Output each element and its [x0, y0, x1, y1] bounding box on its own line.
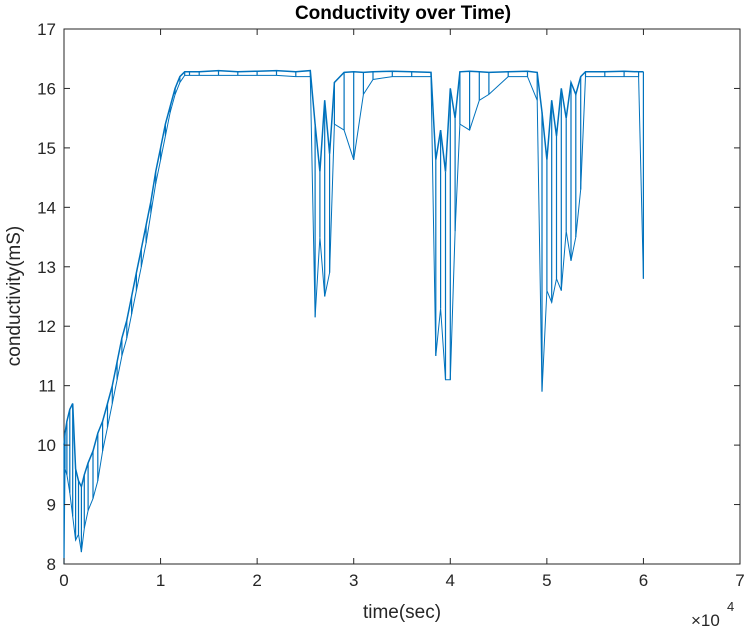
y-tick-label: 16 [37, 79, 56, 98]
y-tick-label: 15 [37, 139, 56, 158]
y-axis: 8 9 10 11 12 13 14 15 16 17 [37, 20, 740, 574]
series-line [63, 69, 644, 489]
y-tick-label: 11 [38, 377, 56, 396]
y-tick-label: 14 [37, 198, 56, 217]
x-tick-label: 4 [446, 571, 455, 590]
series-envelope [63, 74, 644, 565]
x-exponent-power: 4 [727, 599, 734, 614]
x-tick-label: 0 [59, 571, 68, 590]
x-tick-label: 2 [252, 571, 261, 590]
x-axis: 0 1 2 3 4 5 6 7 [59, 29, 745, 590]
y-tick-label: 8 [47, 555, 56, 574]
y-tick-label: 13 [37, 258, 56, 277]
chart-title: Conductivity over Time) [295, 3, 511, 24]
x-tick-label: 5 [542, 571, 551, 590]
x-tick-label: 7 [735, 571, 744, 590]
x-exponent-base: ×10 [691, 611, 720, 630]
x-tick-label: 6 [639, 571, 648, 590]
y-axis-label: conductivity(mS) [4, 226, 25, 366]
y-tick-label: 10 [37, 436, 56, 455]
y-tick-label: 9 [47, 496, 56, 515]
axes-box [63, 28, 741, 565]
x-tick-label: 3 [349, 571, 358, 590]
x-tick-label: 1 [156, 571, 165, 590]
y-tick-label: 12 [37, 317, 56, 336]
x-exponent: ×10 4 [691, 599, 734, 630]
y-tick-label: 17 [37, 20, 56, 39]
x-axis-label: time(sec) [363, 602, 441, 623]
